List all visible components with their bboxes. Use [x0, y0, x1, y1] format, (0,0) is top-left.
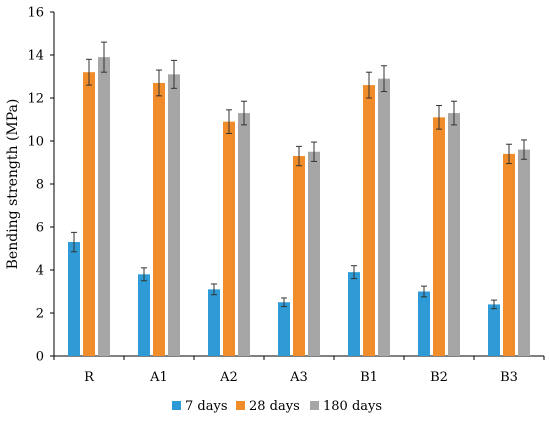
bar-28-days-A2	[223, 121, 235, 357]
bar-28-days-A3	[293, 156, 305, 356]
y-axis-title: Bending strength (MPa)	[5, 99, 21, 270]
x-tick-label: B1	[360, 370, 378, 385]
y-tick-label: 12	[27, 92, 44, 107]
bar-180-days-A2	[238, 113, 250, 356]
legend-label: 180 days	[323, 399, 382, 414]
bar-7-days-B2	[418, 291, 430, 356]
legend-label: 28 days	[249, 399, 300, 414]
legend-swatch	[310, 401, 319, 410]
y-tick-label: 8	[36, 178, 44, 193]
x-tick-label: R	[84, 370, 95, 385]
y-tick-label: 4	[36, 264, 44, 279]
y-tick-label: 16	[27, 6, 44, 21]
bar-7-days-B1	[348, 272, 360, 356]
bar-7-days-B3	[488, 304, 500, 356]
x-axis-ticks: R A1 A2 A3 B1 B2 B3	[53, 356, 545, 385]
legend-swatch	[172, 401, 181, 410]
bar-28-days-B3	[503, 153, 515, 356]
x-tick-label: A2	[219, 370, 238, 385]
bar-7-days-A3	[278, 302, 290, 356]
y-tick-label: 0	[36, 350, 44, 365]
bar-series	[68, 57, 530, 357]
bar-7-days-A1	[138, 274, 150, 356]
bar-180-days-B1	[378, 78, 390, 357]
bar-180-days-A1	[168, 74, 180, 356]
legend-label: 7 days	[185, 399, 228, 414]
error-bars	[71, 41, 527, 310]
bar-28-days-B2	[433, 117, 445, 356]
y-tick-label: 14	[27, 49, 44, 64]
x-tick-label: B3	[500, 370, 518, 385]
bar-180-days-A3	[308, 151, 320, 356]
y-axis-ticks: 0 2 4 6 8 10 12 14 16	[27, 6, 54, 365]
bar-7-days-R	[68, 242, 80, 356]
x-tick-label: B2	[430, 370, 448, 385]
bar-180-days-B2	[448, 113, 460, 356]
legend-swatch	[236, 401, 245, 410]
y-tick-label: 10	[27, 135, 44, 150]
bar-7-days-A2	[208, 289, 220, 356]
bar-28-days-B1	[363, 85, 375, 356]
x-tick-label: A3	[289, 370, 308, 385]
y-tick-label: 6	[36, 221, 44, 236]
bar-28-days-R	[83, 72, 95, 356]
y-tick-label: 2	[36, 307, 44, 322]
bar-180-days-R	[98, 57, 110, 357]
bar-28-days-A1	[153, 82, 165, 356]
legend: 7 days 28 days 180 days	[172, 399, 382, 414]
x-tick-label: A1	[149, 370, 168, 385]
bar-180-days-B3	[518, 149, 530, 356]
